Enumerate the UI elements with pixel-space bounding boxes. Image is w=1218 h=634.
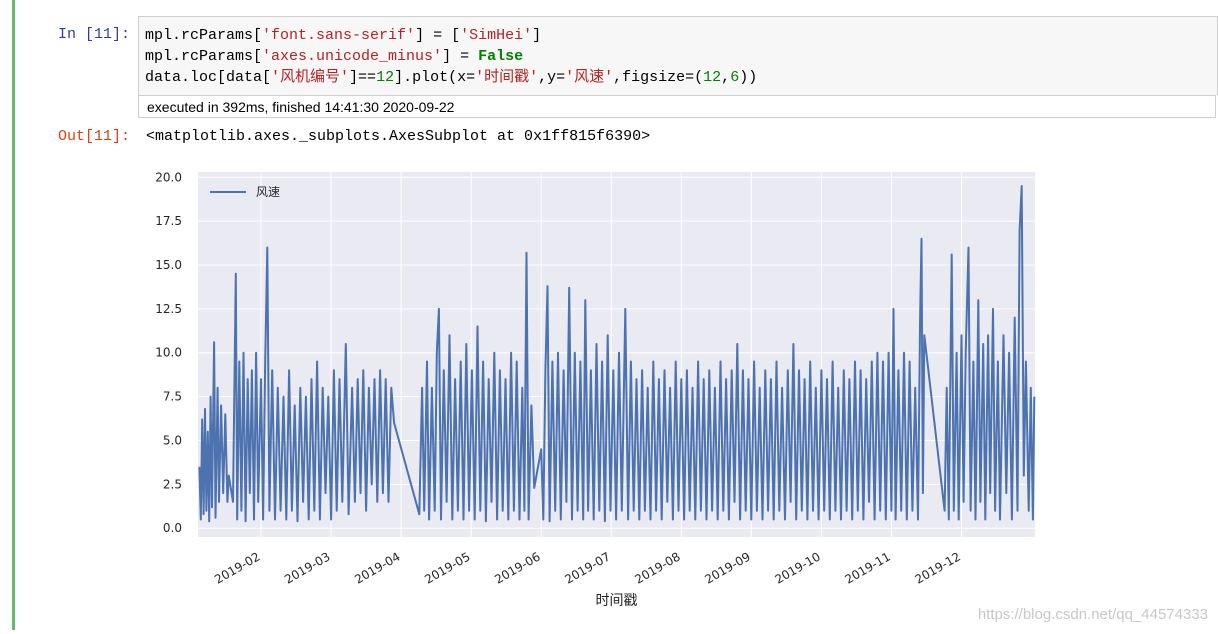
code-token: mpl.rcParams[ bbox=[145, 48, 263, 65]
cell-selected-bar bbox=[12, 0, 15, 630]
code-token: ]== bbox=[349, 69, 377, 86]
x-tick-label: 2019-06 bbox=[492, 549, 542, 586]
code-token: 'font.sans-serif' bbox=[262, 27, 416, 44]
code-token: ].plot(x= bbox=[394, 69, 476, 86]
x-tick-label: 2019-11 bbox=[842, 549, 892, 586]
watermark: https://blog.csdn.net/qq_44574333 bbox=[977, 606, 1208, 623]
x-tick-label: 2019-09 bbox=[702, 549, 752, 586]
output-prompt: Out[11]: bbox=[57, 128, 130, 145]
x-tick-label: 2019-07 bbox=[562, 549, 612, 586]
code-token: data.loc[data[ bbox=[145, 69, 272, 86]
output-text: <matplotlib.axes._subplots.AxesSubplot a… bbox=[146, 128, 651, 145]
execution-info: executed in 392ms, finished 14:41:30 202… bbox=[138, 95, 1216, 118]
code-token: ] = bbox=[442, 48, 479, 65]
y-tick-label: 15.0 bbox=[155, 258, 182, 272]
code-token: '时间戳' bbox=[475, 69, 539, 86]
y-tick-label: 2.5 bbox=[163, 477, 182, 491]
code-token: )) bbox=[739, 69, 758, 86]
code-token: 12 bbox=[376, 69, 395, 86]
code-token: , bbox=[721, 69, 731, 86]
code-line: mpl.rcParams['font.sans-serif'] = ['SimH… bbox=[145, 25, 757, 46]
y-tick-label: 7.5 bbox=[163, 390, 182, 404]
y-tick-label: 0.0 bbox=[163, 521, 182, 535]
data-line bbox=[198, 185, 1036, 523]
code-token: ,figsize=( bbox=[613, 69, 704, 86]
x-tick-label: 2019-04 bbox=[352, 549, 402, 586]
code-token: 6 bbox=[730, 69, 740, 86]
y-tick-label: 20.0 bbox=[155, 170, 182, 184]
y-tick-label: 17.5 bbox=[155, 214, 182, 228]
y-tick-label: 12.5 bbox=[155, 302, 182, 316]
x-tick-label: 2019-12 bbox=[913, 549, 963, 586]
x-tick-label: 2019-08 bbox=[632, 549, 682, 586]
code-token: '风机编号' bbox=[271, 69, 350, 86]
code-token: False bbox=[478, 48, 524, 65]
x-tick-label: 2019-03 bbox=[282, 549, 332, 586]
code-line: data.loc[data['风机编号']==12].plot(x='时间戳',… bbox=[145, 67, 757, 88]
x-axis-label: 时间戳 bbox=[596, 593, 638, 609]
code-input[interactable]: mpl.rcParams['font.sans-serif'] = ['SimH… bbox=[138, 16, 1218, 95]
code-token: ,y= bbox=[538, 69, 566, 86]
x-tick-label: 2019-10 bbox=[772, 549, 822, 586]
code-token: ] bbox=[532, 27, 542, 44]
code-token: 12 bbox=[703, 69, 722, 86]
x-tick-label: 2019-02 bbox=[212, 549, 262, 586]
code-token: ] = [ bbox=[415, 27, 461, 44]
code-line: mpl.rcParams['axes.unicode_minus'] = Fal… bbox=[145, 46, 757, 67]
code-token: 'SimHei' bbox=[460, 27, 533, 44]
input-prompt: In [11]: bbox=[57, 26, 130, 43]
x-tick-label: 2019-05 bbox=[422, 549, 472, 586]
code-token: mpl.rcParams[ bbox=[145, 27, 263, 44]
code-token: 'axes.unicode_minus' bbox=[262, 48, 443, 65]
code: mpl.rcParams['font.sans-serif'] = ['SimH… bbox=[145, 25, 757, 88]
y-tick-label: 10.0 bbox=[155, 346, 182, 360]
y-tick-label: 5.0 bbox=[163, 433, 182, 447]
code-token: '风速' bbox=[565, 69, 614, 86]
legend-label: 风速 bbox=[256, 185, 280, 199]
